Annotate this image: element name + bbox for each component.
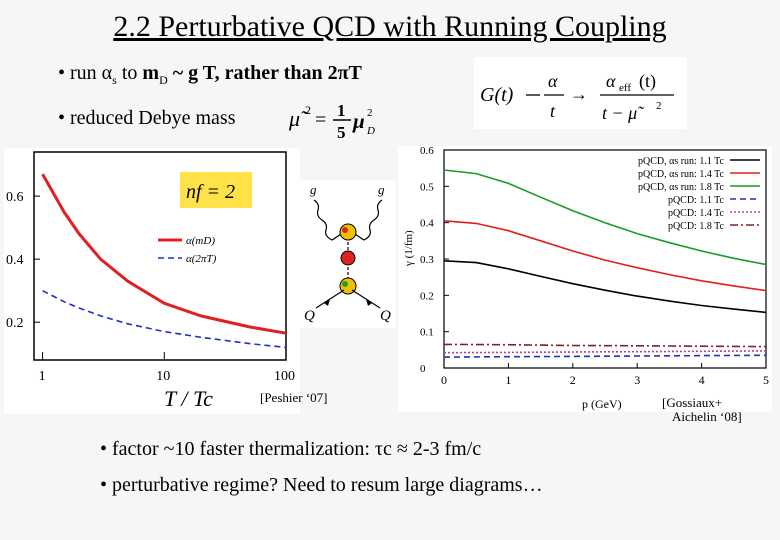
damping-xtick-label: 2 <box>570 373 576 387</box>
svg-text:t: t <box>550 101 556 121</box>
legend-label-alpha-2piT: α(2πT) <box>186 253 217 265</box>
damping-ytick-label: 0.3 <box>420 254 434 266</box>
svg-text:2: 2 <box>656 100 662 112</box>
quark-arrow-right <box>366 299 372 306</box>
svg-text:α: α <box>548 71 558 91</box>
gluon-label-left: g <box>310 182 317 197</box>
alpha-symbol: α <box>101 62 113 84</box>
damping-series-5 <box>443 343 767 348</box>
coupling-ytick-label: 0.4 <box>6 253 24 268</box>
quark-label-left: Q <box>304 308 315 324</box>
damping-ytick-label: 0.5 <box>420 181 434 193</box>
damping-legend-label: pQCD: 1.4 Tc <box>668 208 725 219</box>
damping-legend-label: pQCD, αs run: 1.8 Tc <box>638 182 725 193</box>
coupling-series-1 <box>42 289 287 349</box>
damping-xtick-label: 1 <box>505 373 511 387</box>
feynman-diagram: g g Q Q <box>300 180 396 328</box>
md-symbol: m <box>142 62 160 84</box>
damping-ytick-label: 0.4 <box>420 218 434 230</box>
svg-text:=: = <box>315 109 326 131</box>
damping-series-0 <box>443 260 767 314</box>
damping-rate-chart: 0 0.1 0.2 0.3 0.4 0.5 0.6 0 1 2 3 4 5 pQCD, αs run:… <box>398 145 772 412</box>
svg-text:2: 2 <box>367 107 373 119</box>
damping-series-2 <box>443 169 767 266</box>
bullet-thermalization: • factor ~10 faster thermalization: τc ≈… <box>100 438 482 460</box>
svg-text:5: 5 <box>337 123 346 142</box>
coupling-chart: 0.2 0.4 0.6 1 10 100 nf = 2 α(mD) α(2πT) T /… <box>4 148 300 414</box>
bullet-perturbative-regime: • perturbative regime? Need to resum lar… <box>100 474 543 496</box>
coupling-xtick-label: 100 <box>274 369 295 384</box>
bullet1-rest: ~ g T, rather than 2πT <box>167 62 362 84</box>
citation-gossiaux-line1: [Gossiaux+ <box>662 395 723 410</box>
bullet-reduced-debye: • reduced Debye mass <box>58 107 236 129</box>
bullet1-mid: to <box>116 62 143 84</box>
quark-label-right: Q <box>380 308 391 324</box>
damping-plot-frame <box>443 149 767 369</box>
nf-annotation-box <box>180 172 252 208</box>
svg-text:t − μ̃: t − μ̃ <box>602 103 645 123</box>
citation-gossiaux-line2: Aichelin ‘08] <box>672 409 742 424</box>
gluon-line-right <box>351 199 383 241</box>
damping-legend-label: pQCD, αs run: 1.4 Tc <box>638 169 725 180</box>
md-sub: D <box>159 73 168 87</box>
bullet-run-alpha: • run αs to mD ~ g T, rather than 2πT <box>58 62 362 88</box>
svg-text:(t): (t) <box>639 71 656 92</box>
vertex-bottom-highlight <box>342 281 348 287</box>
vertex-top-highlight <box>342 227 348 233</box>
svg-text:2: 2 <box>305 103 311 117</box>
damping-series-3 <box>443 354 767 358</box>
damping-legend-label: pQCD: 1.8 Tc <box>668 221 725 232</box>
legend-label-alpha-md: α(mD) <box>186 235 215 247</box>
gluon-line-left <box>313 199 345 241</box>
damping-xlabel: p (GeV) <box>582 397 622 411</box>
damping-xtick-label: 5 <box>763 373 769 387</box>
damping-legend-label: pQCD, αs run: 1.1 Tc <box>638 156 725 167</box>
damping-ytick-label: 0 <box>420 363 426 375</box>
coupling-xtick-label: 10 <box>156 369 170 384</box>
svg-text:D: D <box>366 125 375 137</box>
coupling-xlabel: T / Tc <box>164 386 213 411</box>
svg-text:1: 1 <box>337 101 346 120</box>
damping-ytick-label: 0.6 <box>420 146 434 157</box>
damping-ytick-label: 0.1 <box>420 327 434 339</box>
debye-formula: μ̃ 2 = 1 5 μ 2 D <box>287 96 387 142</box>
svg-text:→: → <box>570 84 588 104</box>
slide-title: 2.2 Perturbative QCD with Running Coupli… <box>113 10 667 43</box>
alpha-sub: s <box>112 73 117 87</box>
damping-series-4 <box>443 350 767 354</box>
citation-peshier: [Peshier ‘07] <box>260 390 328 405</box>
nf-annotation: nf = 2 <box>186 181 235 203</box>
damping-ylabel: γ (1/fm) <box>403 230 415 267</box>
damping-xtick-label: 0 <box>441 373 447 387</box>
coupling-xtick-label: 1 <box>39 369 46 384</box>
svg-text:μ: μ <box>352 109 365 133</box>
propagator-blob <box>340 250 356 266</box>
coupling-ytick-label: 0.2 <box>6 316 24 331</box>
svg-text:G(t): G(t) <box>480 84 514 106</box>
coupling-series-0 <box>41 173 287 335</box>
gluon-label-right: g <box>378 182 385 197</box>
svg-text:α: α <box>606 71 616 91</box>
damping-series-1 <box>443 220 767 292</box>
bullet1-pre: • run <box>58 62 102 84</box>
quark-arrow-left <box>324 299 330 306</box>
damping-ytick-label: 0.2 <box>420 290 434 302</box>
damping-xtick-label: 3 <box>634 373 640 387</box>
vertex-top <box>339 223 357 241</box>
damping-legend-label: pQCD: 1.1 Tc <box>668 195 725 206</box>
damping-xtick-label: 4 <box>699 373 705 387</box>
coupling-ytick-label: 0.6 <box>6 190 24 205</box>
svg-text:eff: eff <box>619 82 631 94</box>
propagator-formula: G(t) α t → α eff (t) t − μ̃ 2 <box>474 57 687 129</box>
